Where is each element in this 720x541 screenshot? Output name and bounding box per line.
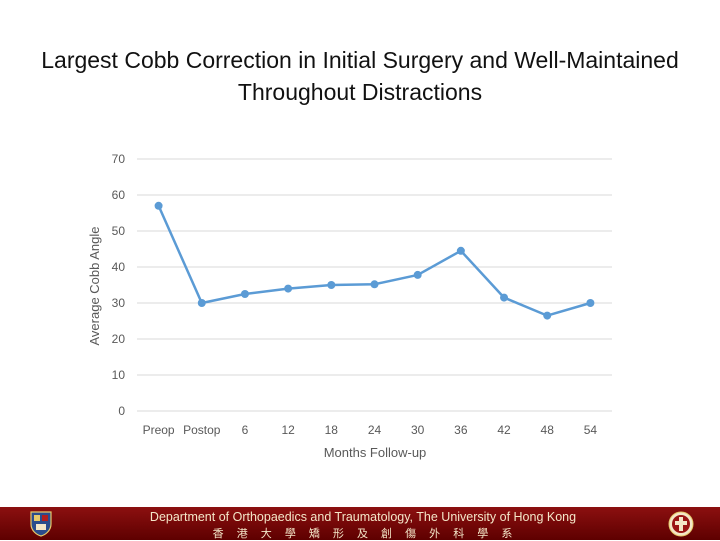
y-tick-label: 20	[112, 332, 126, 346]
data-point	[456, 246, 465, 255]
footer-department-chinese: 香 港 大 學 矯 形 及 創 傷 外 科 學 系	[212, 528, 518, 540]
series-line	[157, 205, 591, 317]
x-tick-label: 6	[242, 423, 249, 437]
x-tick-label: Postop	[183, 423, 221, 437]
slide-title: Largest Cobb Correction in Initial Surge…	[41, 47, 679, 105]
data-point	[327, 281, 336, 289]
data-point	[370, 280, 379, 289]
y-tick-label: 60	[112, 188, 126, 202]
x-tick-label: 12	[281, 423, 295, 437]
y-axis-ticks: 0 10 20 30 40 50 60 70	[112, 152, 126, 418]
university-crest-icon	[30, 511, 52, 537]
x-tick-label: 42	[497, 423, 511, 437]
y-tick-label: 30	[112, 296, 126, 310]
footer-banner: Department of Orthopaedics and Traumatol…	[0, 507, 720, 540]
department-emblem-icon	[668, 511, 694, 537]
data-point	[154, 201, 163, 210]
y-tick-label: 40	[112, 260, 126, 274]
x-tick-label: 30	[411, 423, 425, 437]
footer-department-english: Department of Orthopaedics and Traumatol…	[149, 510, 577, 524]
x-tick-label: 36	[454, 423, 468, 437]
y-tick-label: 70	[112, 152, 126, 166]
x-axis-ticks: Preop Postop 6 12 18 24 30 36 42 48 54	[143, 423, 598, 437]
x-tick-label: 54	[584, 423, 598, 437]
y-tick-label: 10	[112, 368, 126, 382]
data-point	[543, 311, 552, 320]
x-axis-label: Months Follow-up	[324, 445, 427, 460]
x-tick-label: Preop	[143, 423, 175, 437]
chart-gridlines	[137, 158, 612, 412]
data-point	[413, 270, 422, 279]
chart-series	[154, 201, 595, 320]
x-tick-label: 48	[541, 423, 555, 437]
y-tick-label: 50	[112, 224, 126, 238]
data-point	[500, 293, 509, 302]
y-tick-label: 0	[118, 404, 125, 418]
data-point	[240, 290, 249, 298]
line-chart: 0 10 20 30 40 50 60 70 Preop Postop 6 12 18 24 30 36 42…	[87, 152, 612, 460]
y-axis-label: Average Cobb Angle	[87, 226, 102, 345]
x-tick-label: 24	[368, 423, 382, 437]
data-point	[284, 284, 293, 293]
data-point	[586, 299, 595, 307]
x-tick-label: 18	[325, 423, 339, 437]
data-point	[197, 299, 206, 307]
